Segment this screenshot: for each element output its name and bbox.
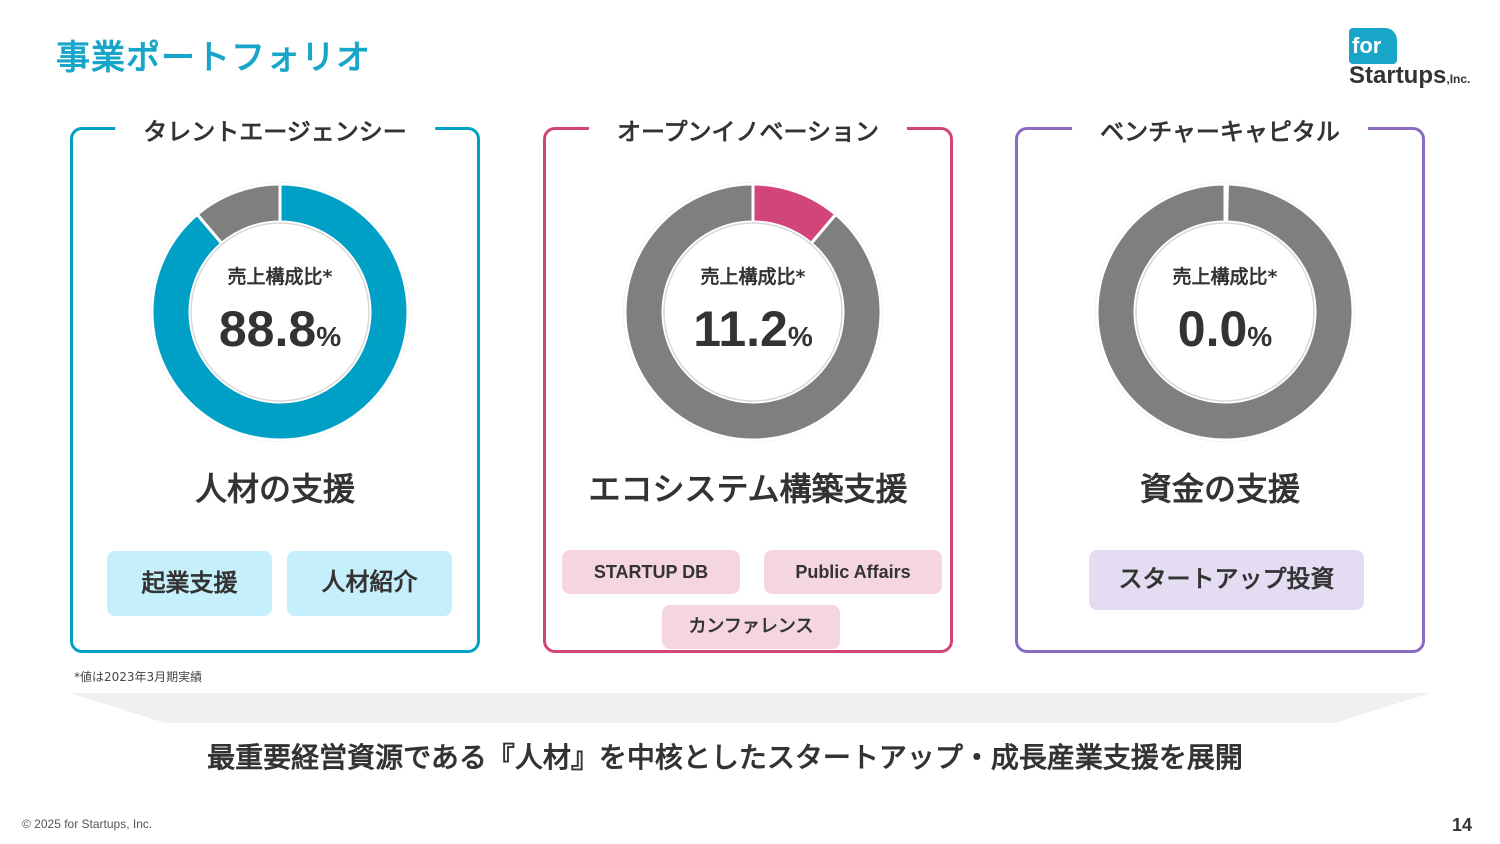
donut-hole	[663, 222, 843, 402]
slide-title: 事業ポートフォリオ	[56, 38, 371, 78]
tag-public-affairs: Public Affairs	[764, 550, 942, 594]
panel-heading: エコシステム構築支援	[588, 470, 908, 508]
logo-wordmark: Startups,Inc.	[1349, 62, 1470, 90]
company-logo: for Startups,Inc.	[1349, 28, 1479, 94]
donut-slice-1	[623, 182, 883, 442]
donut-value-unit: %	[1247, 321, 1273, 352]
panel-heading: 人材の支援	[194, 470, 355, 508]
donut-chart-open-innovation	[623, 182, 883, 442]
panel-title: ベンチャーキャピタル	[1072, 112, 1368, 147]
donut-hole	[1135, 222, 1315, 402]
logo-for-box: for	[1349, 28, 1397, 64]
donut-label: 売上構成比*	[700, 266, 806, 288]
tag-conference: カンファレンス	[662, 605, 840, 649]
tag-recruitment: 人材紹介	[287, 551, 452, 616]
tag-startup-investment: スタートアップ投資	[1089, 550, 1364, 610]
donut-hole	[190, 222, 370, 402]
donut-slice-0	[150, 182, 410, 442]
page-number: 14	[1452, 815, 1473, 835]
donut-value-number: 88.8	[218, 301, 317, 357]
donut-slice-1	[1095, 182, 1355, 442]
donut-chart-talent-agency	[150, 182, 410, 442]
donut-value: 11.2%	[623, 300, 883, 358]
copyright: © 2025 for Startups, Inc.	[22, 817, 153, 831]
donut-center: 売上構成比* 88.8%	[150, 182, 410, 442]
donut-value-number: 11.2	[693, 301, 788, 357]
donut-value: 0.0%	[1095, 300, 1355, 358]
panel-heading: 資金の支援	[1139, 470, 1300, 508]
donut-label: 売上構成比*	[1172, 266, 1278, 288]
panel-talent-agency: タレントエージェンシー 売上構成比* 88.8% 人材の支援 起業支援 人材紹介	[70, 112, 480, 653]
tagline: 最重要経営資源である『人材』を中核としたスタートアップ・成長産業支援を展開	[207, 741, 1243, 774]
donut-center: 売上構成比* 11.2%	[623, 182, 883, 442]
banner-shape	[70, 693, 1430, 723]
panel-venture-capital: ベンチャーキャピタル 売上構成比* 0.0% 資金の支援 スタートアップ投資	[1015, 112, 1425, 653]
donut-value-unit: %	[787, 321, 813, 352]
donut-center: 売上構成比* 0.0%	[1095, 182, 1355, 442]
donut-value-number: 0.0	[1177, 301, 1248, 357]
donut-label: 売上構成比*	[227, 266, 333, 288]
tag-startup-db: STARTUP DB	[562, 550, 740, 594]
footnote: *値は2023年3月期実績	[74, 670, 203, 684]
panel-title: タレントエージェンシー	[115, 112, 435, 147]
donut-chart-venture-capital	[1095, 182, 1355, 442]
donut-slice-1	[195, 182, 282, 246]
panel-open-innovation: オープンイノベーション 売上構成比* 11.2% エコシステム構築支援 STAR…	[543, 112, 953, 653]
panel-title: オープンイノベーション	[588, 112, 908, 147]
logo-startups: Startups	[1349, 62, 1447, 89]
donut-value-unit: %	[316, 321, 342, 352]
donut-value: 88.8%	[150, 300, 410, 358]
logo-suffix: ,Inc.	[1446, 72, 1471, 86]
tag-startup-support: 起業支援	[107, 551, 272, 616]
